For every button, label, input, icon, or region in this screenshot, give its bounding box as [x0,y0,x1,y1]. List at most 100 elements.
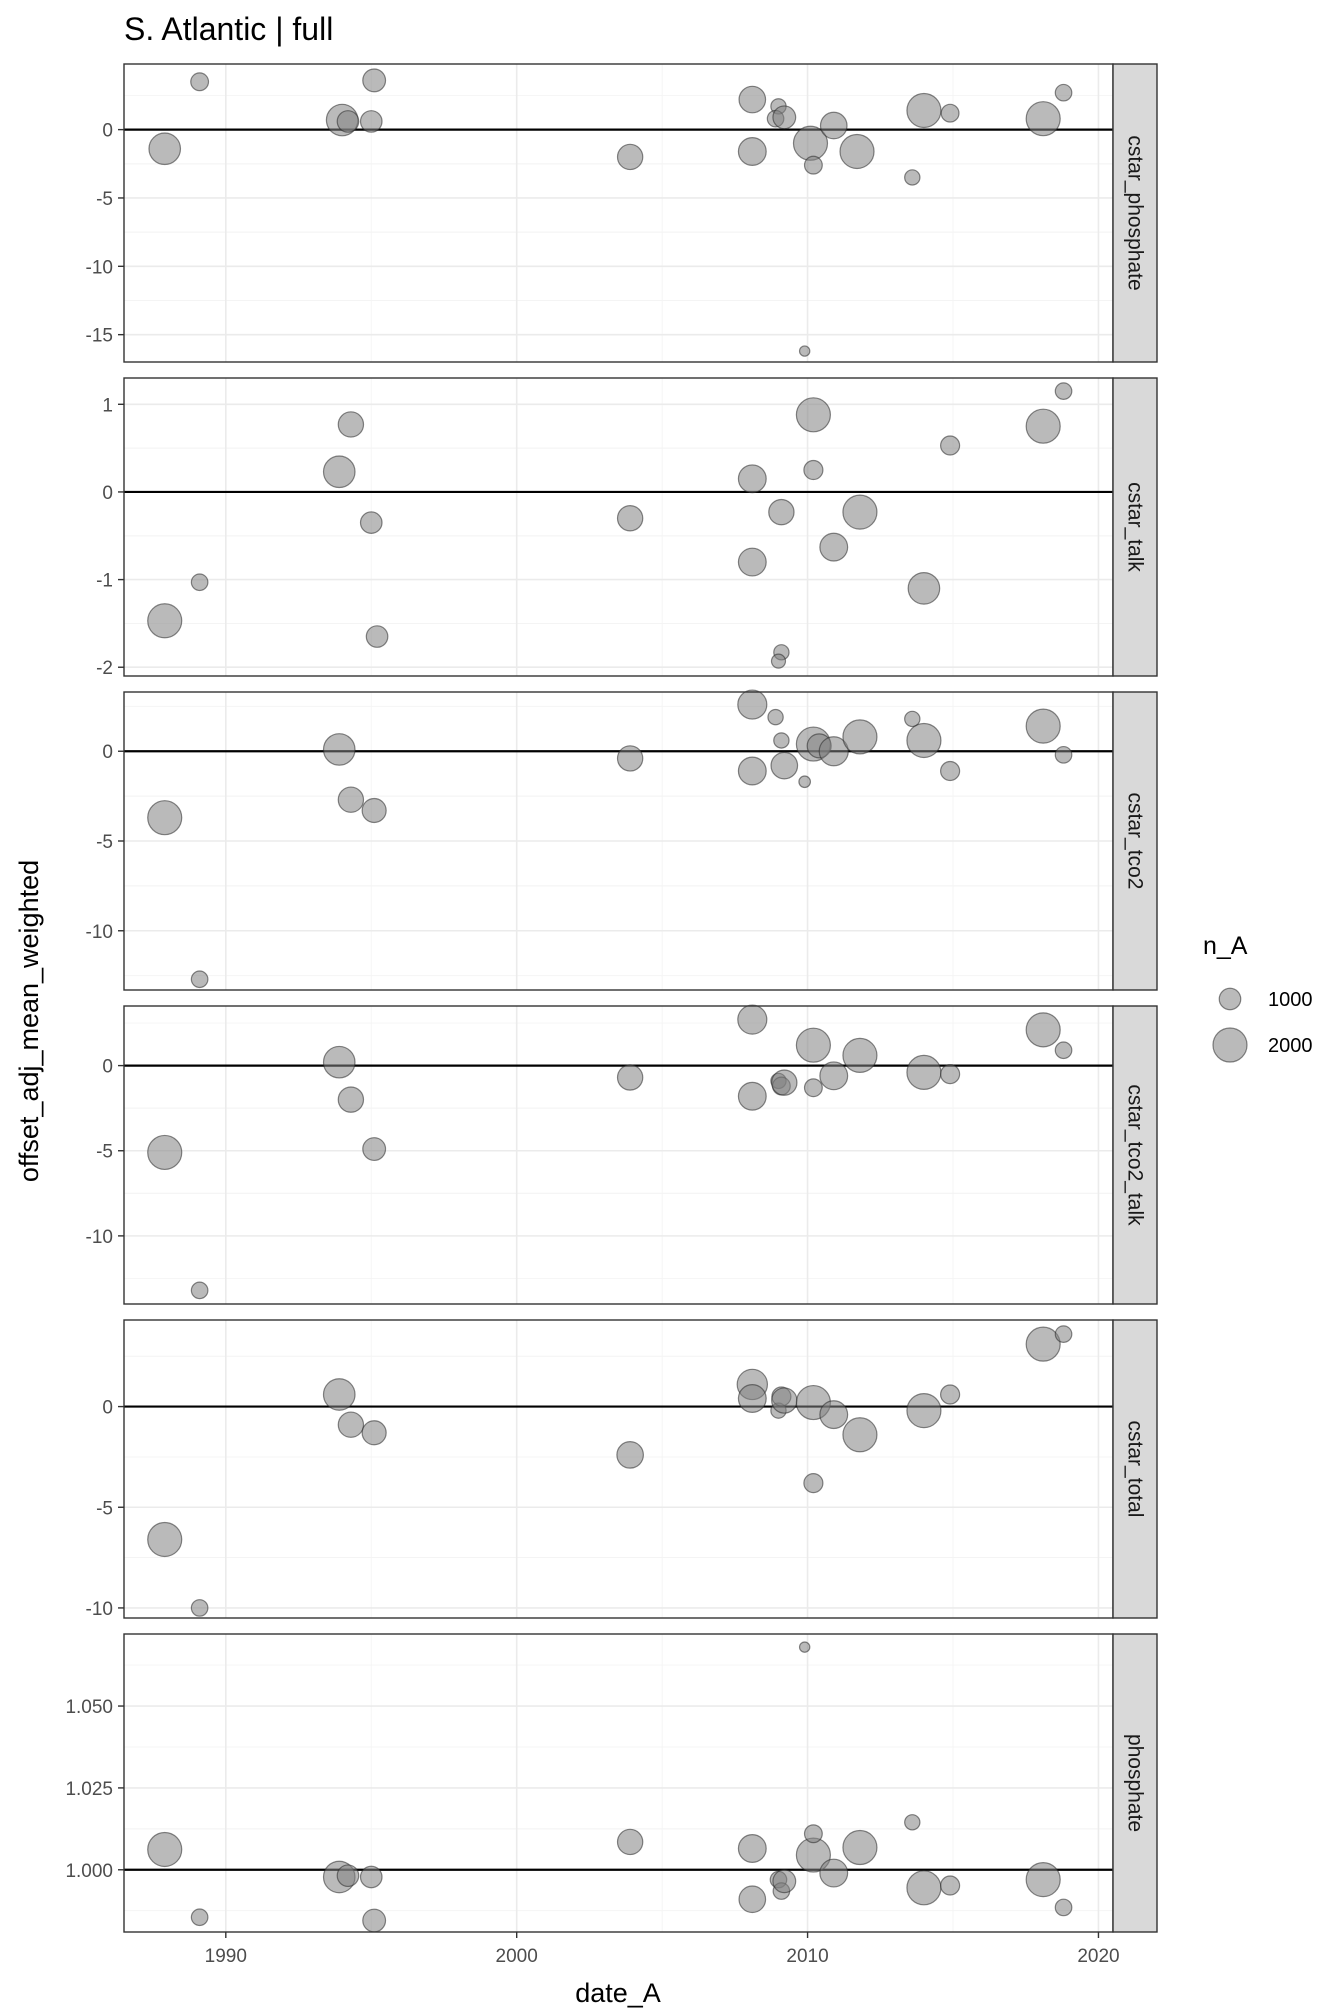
facet-strip-label: cstar_talk [1124,482,1147,572]
x-tick-label: 1990 [205,1946,247,1967]
panel-cstar_talk: 1 0 -1 -2 cstar_talk [96,377,1158,679]
data-point [190,1281,209,1300]
data-point [772,105,797,130]
data-point [359,110,383,133]
y-tick-label: -5 [96,189,113,210]
data-point [818,736,849,767]
data-point [842,1037,878,1073]
data-point [1025,1012,1061,1048]
facet-strip-label: cstar_phosphate [1124,135,1147,290]
data-point [148,132,182,166]
data-point [365,625,389,648]
x-tick-label: 2020 [1077,1946,1119,1967]
facet-strip [1112,1005,1158,1305]
data-point [940,103,960,123]
y-tick-label: -10 [86,1227,113,1248]
y-tick-label: 0 [102,1398,113,1419]
data-point [767,708,784,726]
data-point [322,455,356,489]
data-point [616,505,644,532]
facet-strip-label: cstar_tco2 [1124,793,1147,890]
data-point [616,1828,644,1856]
data-point [819,1061,849,1091]
data-point [616,1441,644,1469]
data-point [904,169,921,186]
data-point [336,1864,360,1888]
y-tick-label: 1 [102,395,113,416]
data-point [737,547,767,577]
data-point [1054,83,1073,102]
panel-phosphate: 1.050 1.025 1.000 phosphate 1990 2000 2010 2020 [65,1633,1158,1967]
data-point [770,751,799,780]
facet-strip [1112,1633,1158,1933]
data-point [819,532,849,562]
data-point [616,143,644,171]
legend-label: 1000 [1268,989,1313,1011]
legend-label: 2000 [1268,1035,1313,1057]
data-point [773,732,790,749]
data-point [737,1834,767,1863]
panel-background [124,1634,1113,1932]
data-point [842,719,878,755]
panel-background [124,1320,1113,1618]
legend-title: n_A [1203,932,1248,960]
data-point [906,92,942,129]
data-point [147,1521,183,1558]
panel-background [124,1006,1113,1304]
y-tick-label: -10 [86,922,113,943]
data-point [147,603,183,639]
data-point [1025,708,1061,744]
data-point [940,760,961,782]
data-point [1054,1898,1073,1917]
data-point [798,1641,811,1653]
data-point [906,1870,942,1906]
data-point [803,1824,823,1844]
facet-strip-label: cstar_total [1124,1421,1147,1518]
data-point [737,464,767,494]
data-point [906,1054,942,1091]
data-point [940,1064,961,1085]
data-point [190,1599,209,1617]
y-tick-label: 0 [102,742,113,763]
data-point [803,459,824,481]
data-point [147,1134,183,1171]
y-tick-label: -10 [86,1599,113,1620]
data-point [337,786,365,813]
data-point [842,1417,878,1453]
data-point [147,800,183,836]
data-point [803,1078,823,1098]
y-tick-label: -5 [96,1498,113,1519]
facet-panels: 0 -5 -10 -15 cstar_phosphate 1 0 -1 -2 cstar_talk… [65,63,1158,1967]
y-tick-label: -5 [96,832,113,853]
data-point [904,710,921,728]
data-point [737,137,767,166]
panel-cstar_total: 0 -5 -10 cstar_total [86,1319,1158,1620]
data-point [798,345,811,357]
data-point [190,970,209,989]
y-tick-label: -1 [96,571,113,592]
panel-cstar_phosphate: 0 -5 -10 -15 cstar_phosphate [86,63,1158,363]
data-point [738,85,767,114]
legend-key-1000 [1218,987,1242,1011]
data-point [337,411,365,438]
data-point [798,775,812,789]
data-point [1054,745,1073,764]
y-tick-label: 1.025 [65,1779,113,1800]
data-point [359,1865,383,1889]
data-point [359,511,383,534]
data-point [795,397,831,433]
data-point [771,1069,798,1096]
data-point [839,133,875,170]
data-point [336,110,360,133]
data-point [616,745,644,772]
y-tick-label: 0 [102,1057,113,1078]
y-tick-label: -10 [86,257,113,278]
data-point [147,1831,183,1868]
data-point [819,111,848,140]
data-point [907,572,941,605]
data-point [190,72,210,92]
data-point [906,722,942,759]
facet-strip [1112,1319,1158,1619]
y-axis-title: offset_adj_mean_weighted [14,860,44,1182]
data-point [362,68,387,93]
